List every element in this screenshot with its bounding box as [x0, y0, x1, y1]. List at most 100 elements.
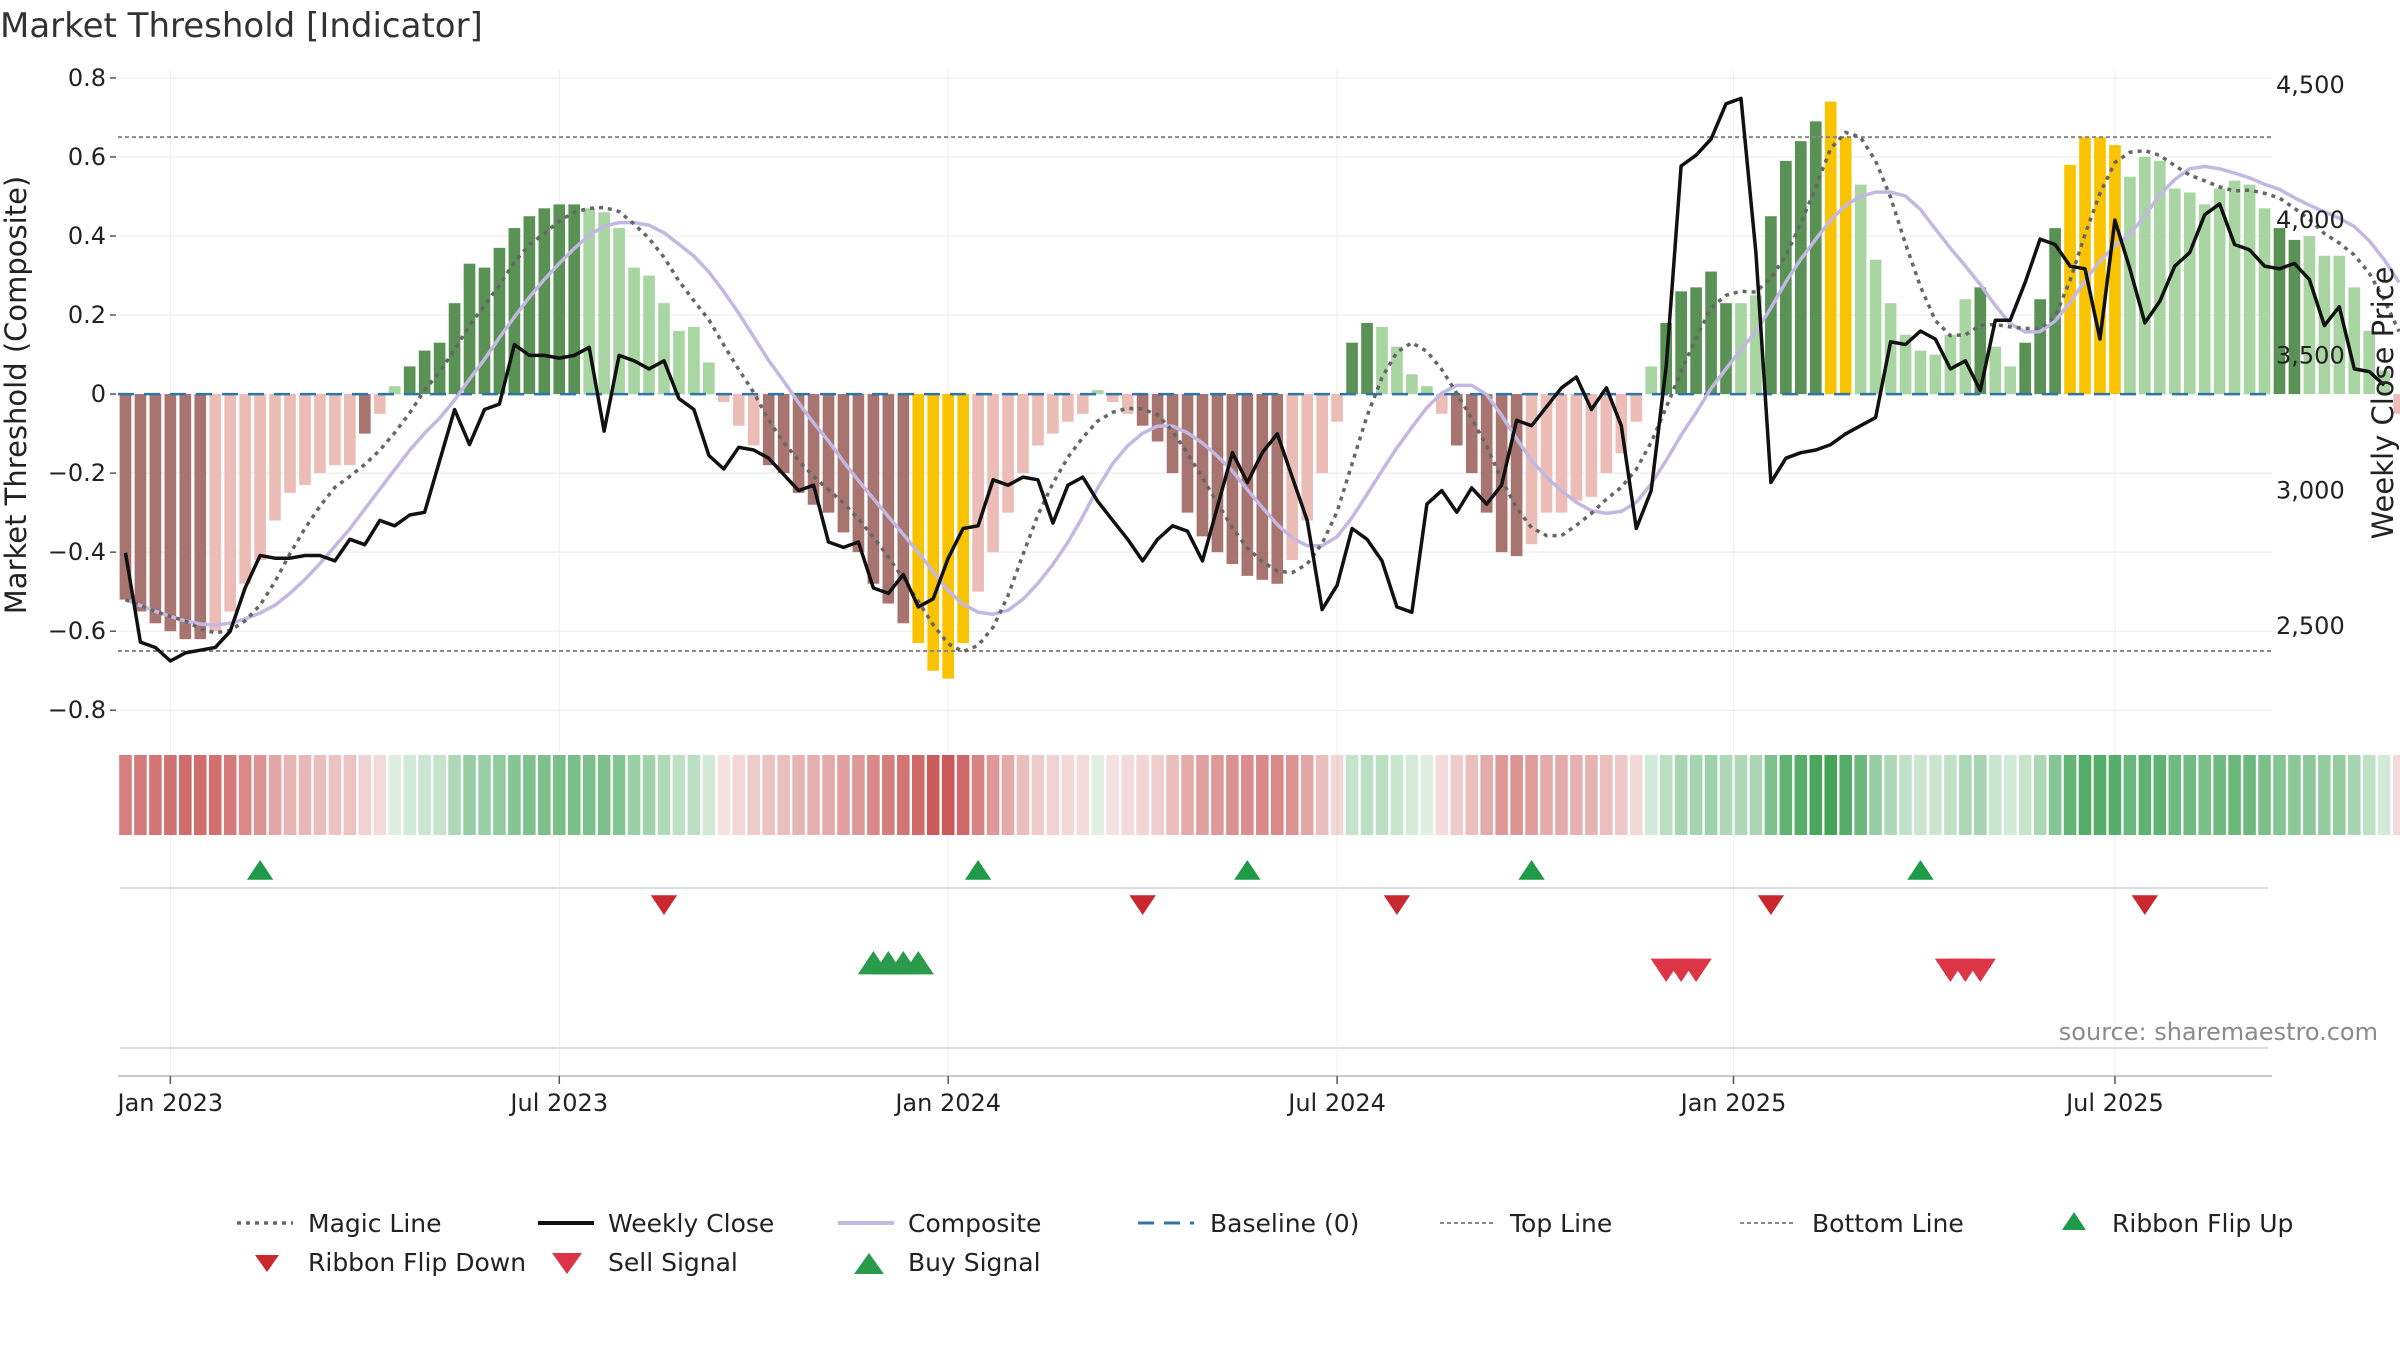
- legend-buy-signal: Buy Signal: [908, 1248, 1041, 1277]
- composite-bar: [1181, 394, 1194, 513]
- right-tick-label: 3,000: [2276, 477, 2345, 505]
- composite-bar: [553, 204, 566, 395]
- ribbon-cell: [463, 755, 476, 835]
- composite-bar: [1899, 334, 1912, 395]
- ribbon-cell: [1644, 755, 1658, 835]
- composite-bar: [1705, 271, 1717, 395]
- composite-bar: [2198, 204, 2211, 395]
- composite-bar: [1391, 346, 1403, 395]
- ribbon-cell: [717, 755, 731, 835]
- composite-bar: [867, 394, 880, 584]
- ribbon-cell: [1884, 755, 1897, 835]
- composite-bar: [1780, 160, 1792, 395]
- composite-bar: [284, 394, 296, 493]
- axes: 0.8 0.6 0.4 0.2 0 −0.2 −0.4 −0.6 −0.8 4,500 4,000 3…: [48, 64, 2345, 1117]
- ribbon-cell: [1629, 755, 1643, 835]
- signal-ribbon: [119, 755, 2400, 835]
- composite-bar: [1989, 346, 2002, 395]
- ribbon-flip-up-marker: [1234, 860, 1261, 880]
- composite-bar: [957, 394, 969, 644]
- legend-bottom-line: Bottom Line: [1812, 1209, 1964, 1238]
- right-tick-label: 4,000: [2276, 206, 2345, 234]
- composite-bar: [1121, 394, 1134, 414]
- ribbon-cell: [867, 755, 880, 835]
- ribbon-cell: [2258, 755, 2271, 835]
- composite-bar: [2153, 160, 2166, 395]
- composite-bar: [852, 394, 865, 553]
- ribbon-cell: [1704, 755, 1718, 835]
- composite-bar: [1525, 394, 1538, 545]
- x-tick-label: Jul 2023: [508, 1089, 608, 1117]
- left-tick-label: −0.2: [48, 459, 106, 487]
- composite-bar: [1675, 291, 1687, 395]
- composite-bar: [1794, 141, 1807, 395]
- right-tick-label: 2,500: [2276, 612, 2345, 640]
- ribbon-cell: [1854, 755, 1867, 835]
- ribbon-cell: [2392, 755, 2400, 835]
- composite-bar: [2273, 228, 2286, 395]
- composite-bar: [329, 394, 341, 466]
- composite-bar: [403, 366, 416, 395]
- legend-baseline: Baseline (0): [1210, 1209, 1359, 1238]
- composite-bar: [897, 394, 910, 624]
- legend-item-ribbon-flip-up: Ribbon Flip Up: [2062, 1209, 2293, 1238]
- composite-bar: [2303, 235, 2316, 395]
- sell-signal-marker: [1964, 958, 1996, 982]
- composite-bar: [777, 394, 790, 474]
- ribbon-cell: [358, 755, 372, 835]
- legend-item-bottom-line: Bottom Line: [1740, 1209, 1964, 1238]
- ribbon-cell: [822, 755, 835, 835]
- composite-bar: [2348, 287, 2361, 395]
- ribbon-cell: [1300, 755, 1314, 835]
- composite-bar: [882, 394, 895, 604]
- ribbon-cell: [612, 755, 626, 835]
- composite-bar: [688, 326, 700, 395]
- ribbon-cell: [2273, 755, 2286, 835]
- ribbon-cell: [2048, 755, 2062, 835]
- ribbon-cell: [2123, 755, 2137, 835]
- ribbon-cell: [403, 755, 416, 835]
- composite-bar: [628, 267, 640, 395]
- ribbon-cell: [1600, 755, 1613, 835]
- ribbon-cell: [1106, 755, 1120, 835]
- composite-bar: [703, 362, 715, 395]
- composite-bar: [942, 394, 955, 679]
- grid-lines: [118, 70, 2272, 1075]
- ribbon-cell: [1674, 755, 1688, 835]
- ribbon-cell: [193, 755, 207, 835]
- ribbon-cell: [747, 755, 761, 835]
- composite-bar: [1839, 137, 1852, 395]
- composite-bars: [119, 101, 2400, 679]
- ribbon-cell: [343, 755, 357, 835]
- composite-bar: [987, 394, 999, 553]
- ribbon-cell: [1689, 755, 1703, 835]
- left-tick-label: −0.6: [48, 617, 106, 645]
- ribbon-cell: [2108, 755, 2122, 835]
- ribbon-flip-down-marker: [1383, 895, 1411, 915]
- ribbon-cell: [134, 755, 147, 835]
- legend-magic-line: Magic Line: [308, 1209, 442, 1238]
- composite-bar: [1211, 394, 1224, 553]
- ribbon-cell: [2168, 755, 2182, 835]
- ribbon-cell: [1959, 755, 1972, 835]
- x-tick-label: Jul 2024: [1286, 1089, 1386, 1117]
- ribbon-cell: [1929, 755, 1942, 835]
- ribbon-cell: [2183, 755, 2197, 835]
- ribbon-cell: [2362, 755, 2376, 835]
- ribbon-cell: [1061, 755, 1075, 835]
- composite-bar: [658, 303, 670, 395]
- ribbon-cell: [523, 755, 536, 835]
- ribbon-cell: [1136, 755, 1149, 835]
- ribbon-cell: [657, 755, 671, 835]
- ribbon-cell: [119, 755, 132, 835]
- legend-item-ribbon-flip-down: Ribbon Flip Down: [255, 1248, 526, 1277]
- ribbon-cell: [1241, 755, 1254, 835]
- composite-bar: [1047, 394, 1059, 434]
- composite-bar: [1316, 394, 1328, 474]
- composite-bar: [598, 212, 610, 395]
- ribbon-cell: [2288, 755, 2301, 835]
- left-axis-label: Market Threshold (Composite): [0, 176, 33, 614]
- ribbon-cell: [433, 755, 446, 835]
- ribbon-cell: [373, 755, 387, 835]
